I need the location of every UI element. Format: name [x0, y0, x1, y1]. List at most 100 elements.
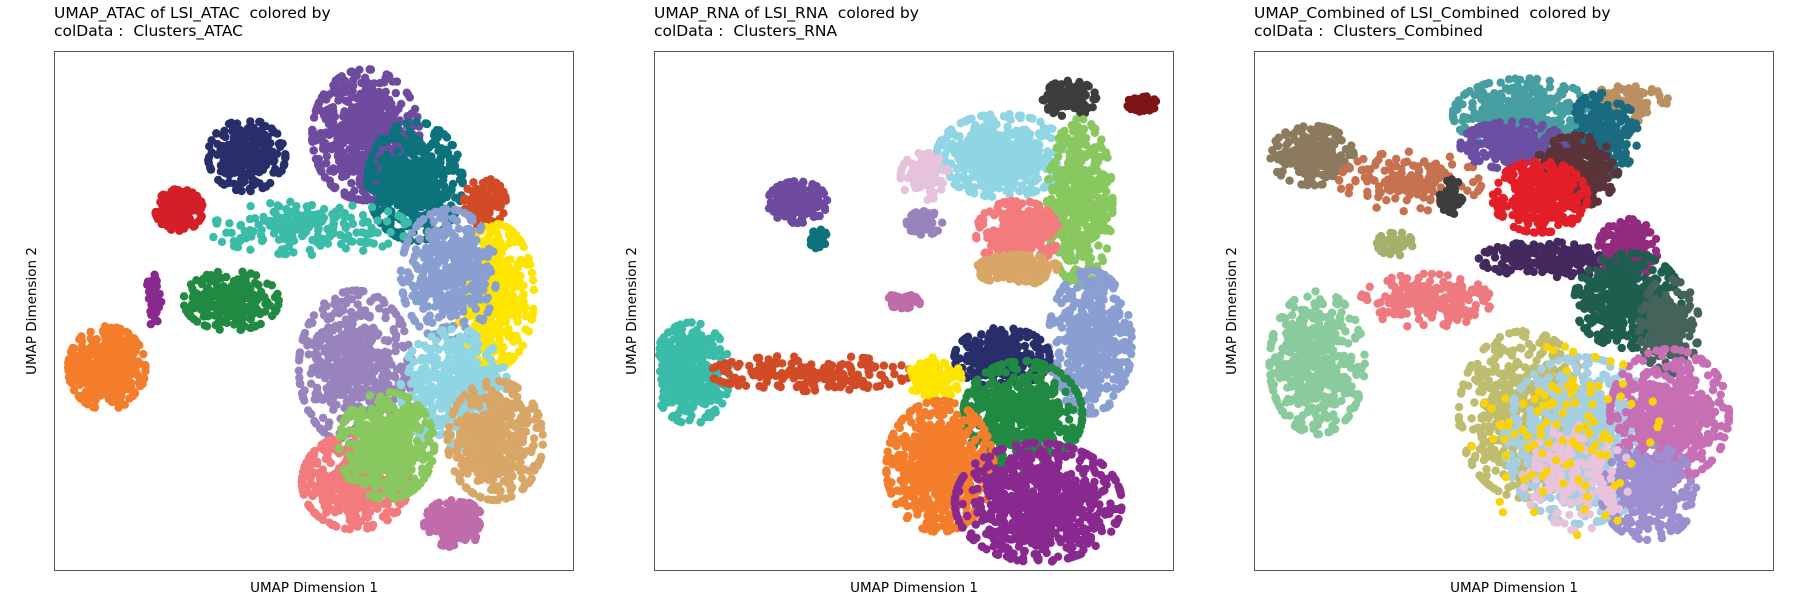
data-point: [464, 336, 473, 345]
data-point: [405, 169, 414, 178]
data-point: [317, 217, 327, 226]
data-point: [504, 430, 513, 439]
data-point: [333, 151, 343, 160]
data-point: [309, 113, 319, 122]
data-point: [273, 201, 282, 210]
data-point: [218, 131, 228, 140]
data-point: [316, 357, 325, 366]
data-point: [448, 292, 458, 301]
data-point: [407, 229, 416, 238]
data-point: [115, 337, 124, 346]
data-point: [434, 190, 443, 200]
data-point: [538, 440, 547, 449]
data-point: [431, 140, 441, 149]
data-point: [256, 292, 266, 302]
data-point: [497, 192, 506, 201]
data-point: [219, 306, 229, 315]
data-point: [423, 317, 432, 326]
data-point: [197, 212, 206, 221]
cluster-5: [209, 197, 413, 260]
data-point: [383, 360, 392, 369]
data-point: [486, 175, 495, 184]
data-point: [401, 138, 410, 148]
data-point: [480, 280, 490, 289]
data-point: [75, 335, 84, 344]
data-point: [138, 379, 147, 388]
data-point: [110, 393, 120, 402]
cluster-7: [143, 270, 166, 329]
data-point: [271, 307, 280, 316]
data-point: [334, 138, 343, 147]
data-point: [339, 306, 348, 315]
data-point: [388, 371, 397, 381]
data-point: [396, 212, 405, 221]
data-point: [470, 412, 480, 421]
data-point: [403, 218, 413, 227]
data-point: [430, 201, 439, 210]
data-point: [445, 422, 454, 431]
data-point: [212, 129, 221, 138]
data-point: [501, 222, 511, 231]
data-point: [304, 320, 313, 329]
data-point: [68, 343, 77, 353]
data-point: [397, 99, 406, 109]
cluster-8: [459, 175, 510, 231]
data-point: [315, 164, 324, 173]
data-point: [232, 150, 241, 159]
data-point: [490, 320, 499, 329]
data-point: [405, 127, 414, 136]
data-point: [270, 222, 279, 231]
data-point: [340, 212, 349, 221]
data-point: [360, 130, 370, 139]
data-point: [273, 129, 282, 138]
data-point: [281, 152, 290, 161]
data-point: [294, 366, 304, 375]
data-point: [286, 197, 295, 206]
data-point: [514, 347, 524, 357]
data-point: [253, 160, 262, 169]
data-point: [439, 331, 449, 340]
data-point: [455, 476, 465, 485]
data-point: [179, 292, 189, 301]
data-point: [483, 267, 493, 276]
data-point: [203, 312, 213, 321]
data-point: [266, 178, 275, 188]
data-point: [536, 424, 546, 433]
data-point: [489, 495, 498, 505]
data-point: [454, 224, 464, 233]
data-point: [139, 349, 148, 359]
data-point: [367, 229, 376, 238]
data-point: [347, 178, 356, 188]
data-point: [255, 309, 265, 319]
data-point: [421, 370, 430, 379]
data-point: [206, 165, 216, 174]
data-point: [259, 212, 268, 222]
data-point: [289, 248, 298, 257]
title-line-1: UMAP_ATAC of LSI_ATAC colored by: [54, 4, 331, 22]
data-point: [279, 161, 289, 170]
data-point: [209, 273, 219, 282]
data-point: [430, 207, 440, 217]
data-point: [312, 105, 321, 114]
data-point: [387, 104, 396, 113]
data-point: [346, 136, 355, 146]
data-point: [100, 322, 110, 331]
cluster-1: [151, 185, 207, 235]
data-point: [281, 250, 291, 259]
data-point: [386, 196, 395, 206]
data-point: [515, 399, 524, 409]
data-point: [352, 369, 361, 379]
data-point: [512, 430, 521, 440]
data-point: [382, 135, 392, 145]
data-point: [415, 218, 425, 227]
data-point: [418, 177, 427, 186]
data-point: [473, 270, 483, 279]
data-point: [496, 416, 505, 425]
data-point: [460, 317, 469, 326]
data-point: [490, 425, 499, 434]
data-point: [412, 297, 421, 306]
data-point: [375, 137, 385, 146]
data-point: [469, 240, 478, 249]
data-point: [462, 484, 471, 493]
data-point: [487, 225, 496, 234]
